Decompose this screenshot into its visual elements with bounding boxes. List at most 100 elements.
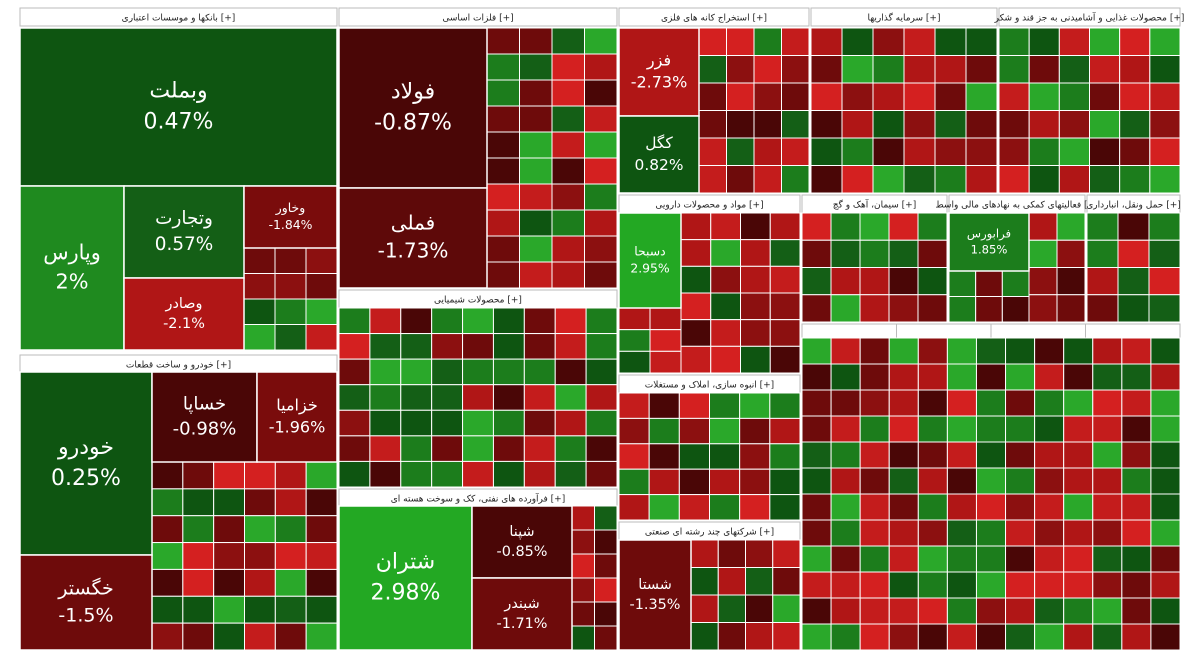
tile	[123, 277, 245, 351]
small-tile	[1150, 597, 1181, 625]
tile-value: -1.84%	[269, 217, 313, 232]
small-tile	[710, 345, 741, 374]
small-tile	[709, 494, 741, 521]
small-tile	[551, 79, 585, 107]
small-tile	[571, 577, 595, 603]
tile-label: فملی	[391, 211, 435, 235]
small-tile	[1119, 82, 1151, 111]
small-tile	[1034, 467, 1065, 495]
small-tile	[492, 409, 525, 437]
small-tile	[975, 389, 1007, 417]
small-tile	[551, 261, 585, 289]
small-tile	[584, 157, 618, 185]
group-header	[801, 323, 897, 339]
small-tile	[975, 571, 1007, 599]
small-tile	[1092, 363, 1123, 391]
small-tile	[431, 409, 464, 437]
small-tile	[946, 493, 977, 521]
small-tile	[431, 333, 464, 360]
small-tile	[745, 567, 774, 596]
group-header	[19, 7, 338, 27]
small-tile	[1150, 441, 1181, 469]
tile	[471, 577, 573, 651]
small-tile	[1028, 110, 1060, 139]
small-tile	[830, 415, 861, 443]
small-tile	[903, 110, 936, 139]
small-tile	[1058, 165, 1091, 194]
tile	[123, 185, 245, 279]
small-tile	[680, 292, 712, 321]
small-tile	[934, 137, 967, 166]
tile	[243, 185, 338, 249]
small-tile	[182, 542, 215, 570]
small-tile	[594, 505, 618, 531]
small-tile	[801, 239, 832, 268]
small-tile	[1150, 545, 1181, 573]
tile	[19, 185, 125, 351]
small-tile	[1056, 239, 1086, 268]
small-tile	[917, 519, 948, 547]
small-tile	[810, 137, 843, 166]
small-tile	[244, 461, 276, 490]
small-tile	[554, 358, 587, 386]
small-tile	[975, 296, 1003, 323]
small-tile	[1005, 519, 1036, 547]
small-tile	[946, 415, 977, 443]
small-tile	[810, 110, 843, 139]
group-header	[618, 7, 810, 27]
small-tile	[946, 519, 977, 547]
small-tile	[486, 27, 520, 55]
small-tile	[859, 545, 890, 573]
small-tile	[888, 294, 919, 323]
small-tile	[1119, 55, 1151, 84]
tile-value: -0.85%	[497, 544, 548, 560]
small-tile	[740, 212, 771, 241]
tile-label: فزر	[646, 50, 671, 70]
small-tile	[1028, 267, 1058, 296]
small-tile	[769, 443, 801, 470]
small-tile	[1089, 55, 1121, 84]
small-tile	[492, 333, 525, 360]
small-tile	[917, 493, 948, 521]
small-tile	[1005, 415, 1036, 443]
small-tile	[975, 597, 1007, 625]
small-tile	[1092, 493, 1123, 521]
small-tile	[305, 461, 338, 490]
small-tile	[462, 333, 494, 360]
small-tile	[948, 270, 977, 297]
small-tile	[151, 568, 184, 597]
small-tile	[1092, 389, 1123, 417]
small-tile	[710, 212, 741, 241]
group-title: استخراج کانه های فلزی [+]	[661, 14, 767, 24]
small-tile	[486, 105, 520, 133]
small-tile	[400, 307, 433, 335]
small-tile	[1089, 82, 1121, 111]
tile-label: کگل	[645, 134, 673, 152]
small-tile	[841, 55, 874, 84]
small-tile	[830, 519, 861, 547]
small-tile	[975, 441, 1007, 469]
small-tile	[710, 265, 741, 294]
small-tile	[554, 435, 587, 462]
small-tile	[739, 417, 771, 445]
small-tile	[709, 468, 741, 496]
small-tile	[571, 505, 595, 531]
small-tile	[903, 165, 936, 194]
small-tile	[462, 409, 494, 437]
small-tile	[801, 363, 832, 391]
small-tile	[772, 539, 801, 568]
small-tile	[801, 545, 832, 573]
small-tile	[618, 468, 650, 496]
small-tile	[551, 53, 585, 81]
small-tile	[1121, 571, 1152, 599]
small-tile	[698, 110, 727, 139]
small-tile	[740, 345, 771, 374]
small-tile	[975, 363, 1007, 391]
small-tile	[781, 27, 810, 56]
small-tile	[1092, 519, 1123, 547]
small-tile	[753, 137, 782, 166]
small-tile	[1092, 467, 1123, 495]
small-tile	[1086, 212, 1119, 241]
small-tile	[274, 247, 307, 274]
small-tile	[917, 337, 948, 365]
